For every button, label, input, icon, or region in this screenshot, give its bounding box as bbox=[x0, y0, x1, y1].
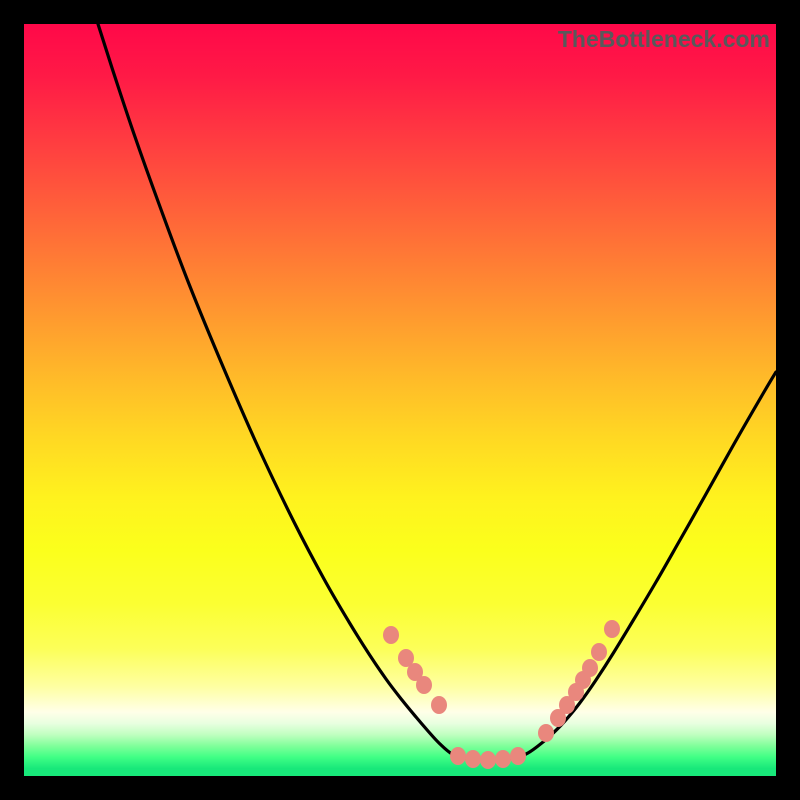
marker-dot bbox=[383, 626, 399, 644]
marker-dot bbox=[450, 747, 466, 765]
watermark-text: TheBottleneck.com bbox=[558, 26, 770, 53]
marker-dot bbox=[591, 643, 607, 661]
marker-dot bbox=[495, 750, 511, 768]
marker-dot bbox=[604, 620, 620, 638]
marker-dot bbox=[582, 659, 598, 677]
marker-dot bbox=[465, 750, 481, 768]
marker-dot bbox=[538, 724, 554, 742]
marker-dot bbox=[416, 676, 432, 694]
marker-dot bbox=[480, 751, 496, 769]
bottleneck-curve bbox=[98, 24, 776, 760]
chart-frame: TheBottleneck.com bbox=[0, 0, 800, 800]
marker-dot bbox=[431, 696, 447, 714]
curve-layer bbox=[24, 24, 776, 776]
marker-dot bbox=[510, 747, 526, 765]
plot-area: TheBottleneck.com bbox=[24, 24, 776, 776]
